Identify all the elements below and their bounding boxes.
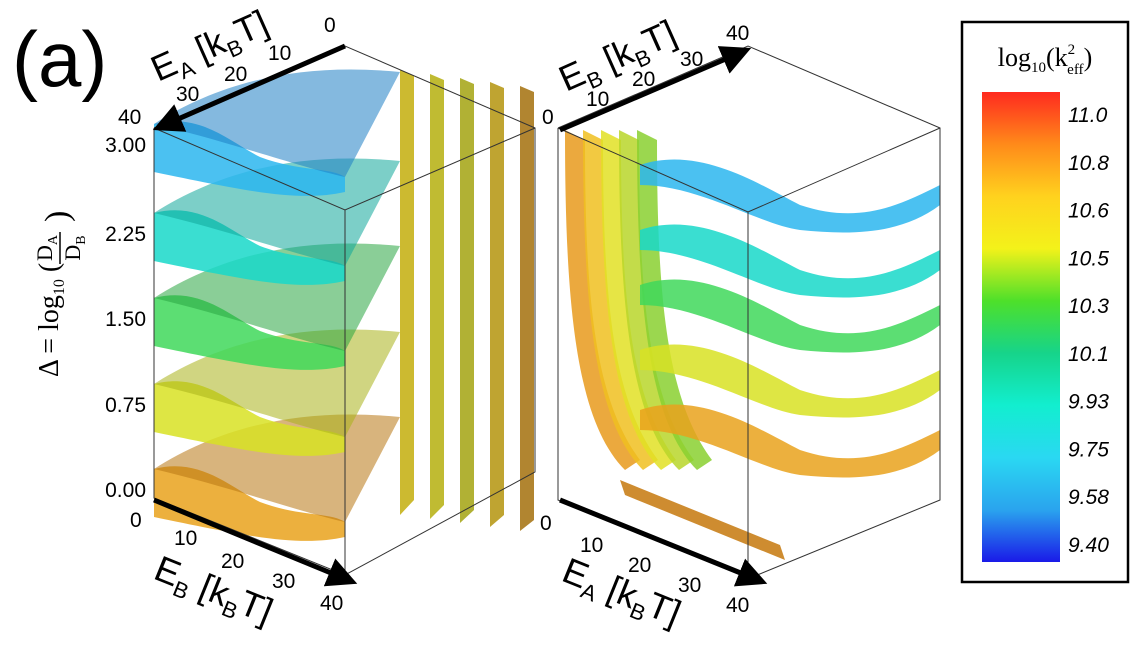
z-tick-label: 0.00: [105, 479, 146, 502]
z-frac-den-sub: B: [74, 235, 89, 244]
colorbar-title: log10(k2 eff): [998, 42, 1092, 78]
tick-label: 40: [726, 594, 749, 617]
right-top-axis-label: EB [kBT]: [553, 12, 684, 104]
surface-layer: [640, 159, 940, 233]
tick-label: 20: [221, 550, 244, 573]
colorbar: log10(k2 eff) 11.0 10.8 10.6 10.5 10.3 10.1 9.9…: [960, 20, 1130, 584]
z-frac-den: D: [60, 245, 85, 261]
surface-curtain: [490, 82, 504, 527]
surface-wall: [565, 130, 640, 470]
colorbar-tick-label: 9.40: [1068, 534, 1109, 557]
right-panel: 0 10 20 30 40 EB [kBT] 0 10 20 30 40 EA …: [540, 12, 941, 638]
svg-text:EA [kBT]: EA [kBT]: [555, 549, 687, 638]
left-bottom-axis-label: EB [kBT]: [147, 547, 279, 636]
left-top-ticks: 0 10 20 30 40: [118, 14, 336, 129]
right-bottom-axis-arrow: [559, 497, 768, 587]
z-tick-label: 3.00: [105, 134, 146, 157]
z-axis-label: Δ = log10 (: [34, 263, 68, 377]
right-box: [557, 45, 941, 579]
tick-label: 20: [632, 68, 655, 91]
tick-label: 40: [118, 106, 141, 129]
tick-label: 0: [130, 509, 142, 532]
tick-label: 20: [628, 554, 651, 577]
colorbar-ticks: 11.0 10.8 10.6 10.5 10.3 10.1 9.93 9.75 9.58 9.40: [1068, 104, 1109, 557]
left-surfaces: [154, 69, 534, 541]
tick-label: 30: [176, 83, 199, 106]
right-top-axis-arrow: [559, 46, 752, 133]
tick-label: 10: [580, 534, 603, 557]
z-label-sub: 10: [51, 279, 68, 295]
right-bottom-axis-label: EA [kBT]: [555, 549, 687, 638]
svg-text:EB [kBT]: EB [kBT]: [553, 12, 684, 104]
colorbar-tick-label: 11.0: [1068, 104, 1108, 127]
z-axis-fraction: DA DB ): [32, 211, 89, 264]
right-top-ticks: 0 10 20 30 40: [542, 22, 749, 129]
tick-label: 30: [272, 570, 295, 593]
surface-slab: [620, 480, 785, 560]
tick-label: 0: [324, 14, 336, 37]
svg-text:EA [kBT]: EA [kBT]: [145, 2, 276, 94]
surface-curtain: [400, 70, 414, 515]
surface-wall: [637, 130, 712, 470]
left-bottom-axis-arrow: [153, 497, 358, 587]
tick-label: 30: [680, 48, 703, 71]
panel-label: (a): [12, 15, 108, 103]
z-tick-label: 1.50: [105, 308, 146, 331]
left-panel: 0 10 20 30 40 EA [kBT] 0 10 20 30 40 EB …: [118, 2, 536, 636]
tick-label: 20: [224, 63, 247, 86]
z-ticks: 3.00 2.25 1.50 0.75 0.00: [105, 134, 146, 502]
z-label-prefix: Δ = log: [34, 295, 65, 377]
tick-label: 0: [542, 106, 554, 129]
colorbar-tick-label: 9.75: [1068, 438, 1109, 461]
surface-layer: [640, 404, 940, 478]
right-surfaces: [565, 130, 940, 560]
svg-text:EB [kBT]: EB [kBT]: [147, 547, 279, 636]
colorbar-tick-label: 10.6: [1068, 200, 1109, 223]
tick-label: 30: [678, 574, 701, 597]
left-top-axis-arrow: [152, 43, 347, 132]
surface-layer: [154, 210, 345, 285]
surface-layer: [640, 279, 940, 353]
svg-text:DA: DA: [32, 234, 61, 261]
surface-layer: [154, 295, 345, 370]
surface-wall: [619, 130, 694, 470]
colorbar-tick-label: 10.5: [1068, 247, 1109, 270]
surface-layer: [640, 344, 940, 418]
surface-wall: [583, 130, 658, 470]
z-tick-label: 0.75: [105, 394, 146, 417]
surface-curtain: [430, 74, 444, 519]
tick-label: 40: [726, 22, 749, 45]
surface-curtain: [460, 78, 474, 523]
surface-layer-top: [154, 69, 400, 177]
right-bottom-ticks: 0 10 20 30 40: [540, 512, 749, 617]
surface-wall: [601, 130, 676, 470]
colorbar-tick-label: 10.3: [1068, 295, 1109, 318]
colorbar-tick-label: 9.93: [1068, 391, 1109, 414]
z-frac-num: D: [32, 245, 57, 261]
tick-label: 10: [268, 42, 291, 65]
z-frac-num-sub: A: [46, 234, 61, 245]
surface-layer: [154, 121, 345, 196]
left-top-axis-label: EA [kBT]: [145, 2, 276, 94]
colorbar-tick-label: 10.8: [1068, 152, 1109, 175]
surface-layer: [154, 381, 345, 456]
tick-label: 40: [320, 592, 343, 615]
svg-text:Δ = log10 (: Δ = log10 (: [34, 263, 68, 377]
left-bottom-ticks: 0 10 20 30 40: [130, 509, 343, 615]
surface-curtain: [520, 86, 534, 531]
colorbar-tick-label: 10.1: [1068, 343, 1109, 366]
surface-layer: [640, 224, 940, 298]
svg-text:DB: DB: [60, 235, 89, 260]
tick-label: 0: [540, 512, 552, 535]
colorbar-scale: [982, 92, 1060, 562]
colorbar-tick-label: 9.58: [1068, 486, 1109, 509]
tick-label: 10: [174, 527, 197, 550]
z-tick-label: 2.25: [105, 223, 146, 246]
tick-label: 10: [586, 88, 609, 111]
svg-text:): ): [39, 211, 76, 222]
